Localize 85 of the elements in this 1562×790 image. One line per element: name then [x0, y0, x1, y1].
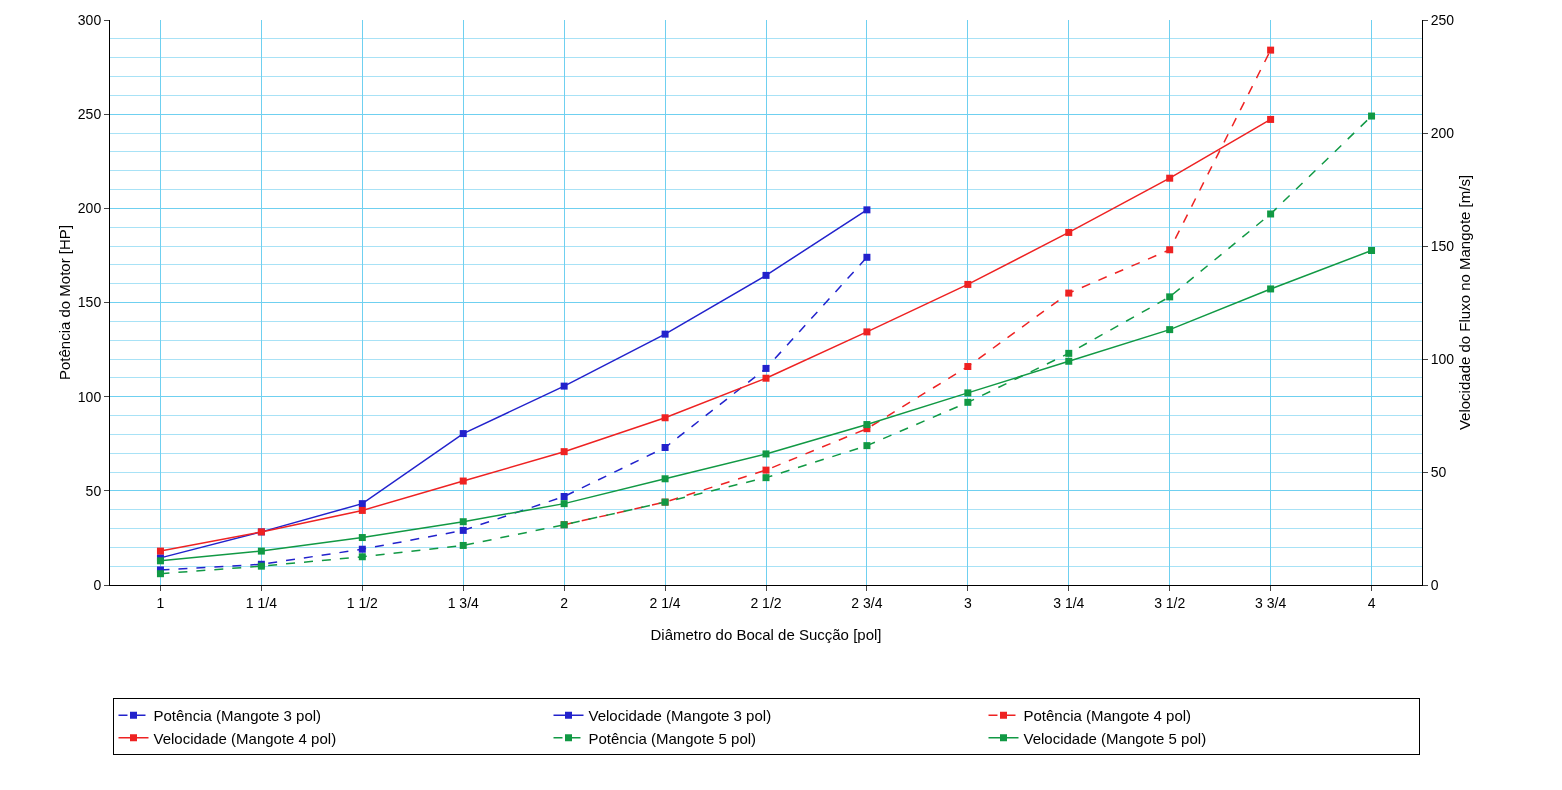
- point: [762, 466, 770, 474]
- x-tick-label: 2 1/2: [750, 594, 782, 611]
- x-tick-label: 1 1/2: [346, 594, 379, 611]
- point: [459, 526, 467, 534]
- point: [358, 506, 366, 514]
- point: [863, 421, 871, 429]
- y-tick-label: 150: [77, 294, 102, 311]
- point: [1267, 46, 1275, 54]
- y-axis-title: Potência do Motor [HP]: [56, 224, 73, 381]
- point: [1065, 349, 1073, 357]
- y2-tick-label: 50: [1430, 463, 1447, 480]
- point: [560, 382, 568, 390]
- point: [964, 363, 972, 371]
- point: [1166, 293, 1174, 301]
- y-tick-label: 200: [77, 200, 102, 217]
- point: [661, 444, 669, 452]
- x-tick-label: 2: [560, 594, 569, 611]
- y-tick-label: 0: [93, 576, 102, 593]
- y2-tick-label: 0: [1430, 576, 1439, 593]
- legend-label: Potência (Mangote 3 pol): [153, 707, 322, 725]
- point: [762, 271, 770, 279]
- point: [459, 541, 467, 549]
- point: [964, 280, 972, 288]
- x-tick-label: 2 1/4: [649, 594, 681, 611]
- y-tick-label: 50: [85, 482, 102, 499]
- point: [762, 374, 770, 382]
- point: [358, 534, 366, 542]
- y2-tick-label: 100: [1430, 350, 1455, 367]
- y-tick-label: 100: [77, 388, 102, 405]
- point: [1166, 326, 1174, 334]
- point: [1065, 228, 1073, 236]
- point: [1267, 210, 1275, 218]
- point: [1267, 285, 1275, 293]
- y2-axis-title: Velocidade do Fluxo no Mangote [m/s]: [1456, 174, 1474, 431]
- point: [863, 442, 871, 450]
- point: [358, 500, 366, 508]
- point: [964, 398, 972, 406]
- point: [762, 474, 770, 482]
- x-tick-label: 3 1/2: [1154, 594, 1186, 611]
- y2-tick-label: 150: [1430, 237, 1455, 254]
- point: [560, 500, 568, 508]
- point: [964, 389, 972, 397]
- point: [1368, 247, 1376, 255]
- point: [1368, 112, 1376, 120]
- point: [560, 448, 568, 456]
- point: [358, 553, 366, 561]
- x-axis-title: Diâmetro do Bocal de Sucção [pol]: [650, 626, 882, 643]
- point: [1267, 115, 1275, 123]
- x-tick-label: 3 1/4: [1053, 594, 1085, 611]
- point: [156, 547, 164, 555]
- legend-label: Velocidade (Mangote 4 pol): [153, 729, 337, 747]
- point: [156, 570, 164, 578]
- point: [1065, 289, 1073, 297]
- legend-label: Velocidade (Mangote 3 pol): [588, 707, 772, 725]
- x-tick-label: 3: [963, 594, 972, 611]
- point: [863, 206, 871, 214]
- point: [358, 545, 366, 553]
- point: [459, 430, 467, 438]
- y2-tick-label: 250: [1430, 11, 1455, 28]
- x-tick-label: 1: [156, 594, 165, 611]
- point: [1166, 246, 1174, 254]
- point: [560, 492, 568, 500]
- x-tick-label: 2 3/4: [851, 594, 883, 611]
- point: [257, 547, 265, 555]
- legend-label: Potência (Mangote 5 pol): [588, 729, 757, 747]
- x-tick-label: 1 1/4: [245, 594, 278, 611]
- point: [661, 330, 669, 338]
- x-tick-label: 4: [1367, 594, 1376, 611]
- legend-label: Potência (Mangote 4 pol): [1023, 707, 1192, 725]
- y-tick-label: 300: [77, 11, 102, 28]
- point: [863, 253, 871, 261]
- point: [1166, 174, 1174, 182]
- point: [459, 518, 467, 526]
- point: [459, 477, 467, 485]
- x-tick-label: 3 3/4: [1255, 594, 1287, 611]
- point: [762, 450, 770, 458]
- y-tick-label: 250: [77, 106, 102, 123]
- point: [661, 414, 669, 422]
- y2-tick-label: 200: [1430, 124, 1455, 141]
- point: [863, 328, 871, 336]
- point: [1065, 357, 1073, 365]
- point: [661, 475, 669, 483]
- x-tick-label: 1 3/4: [447, 594, 480, 611]
- point: [762, 364, 770, 372]
- legend-label: Velocidade (Mangote 5 pol): [1023, 729, 1207, 747]
